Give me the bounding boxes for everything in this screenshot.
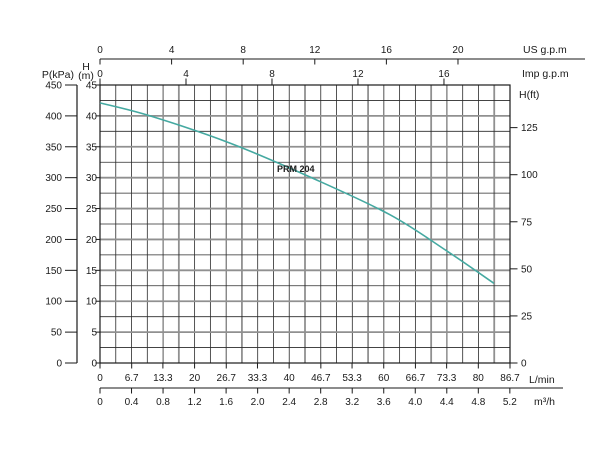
h-ft-axis-label: H(ft) <box>519 89 539 101</box>
m3h-tick-label: 2.4 <box>282 397 296 408</box>
p-kpa-axis-label: P(kPa) <box>42 69 74 81</box>
m3h-axis: m³/h 0 0.4 0.8 1.2 1.6 2.0 2.4 2.8 3.2 3.6 4.0 4.4 4… <box>97 387 563 408</box>
m3h-tick-label: 4.8 <box>471 397 485 408</box>
p-kpa-tick-label: 250 <box>45 204 62 215</box>
l-min-axis: L/min 0 6.7 13.3 20 26.7 33.3 40 46.7 53.3 60 66.7… <box>97 363 555 386</box>
l-min-tick-label: 33.3 <box>248 373 268 384</box>
h-ft-tick-label: 0 <box>521 359 527 370</box>
m3h-tick-label: 2.8 <box>314 397 328 408</box>
l-min-axis-label: L/min <box>529 374 555 386</box>
imp-gpm-tick-label: 12 <box>352 69 364 80</box>
l-min-tick-label: 46.7 <box>311 373 331 384</box>
l-min-tick-label: 53.3 <box>342 373 362 384</box>
p-kpa-axis: P(kPa) 450 400 350 300 250 200 150 100 50 0 <box>42 69 78 370</box>
p-kpa-tick-label: 450 <box>45 81 62 92</box>
h-ft-tick-label: 125 <box>521 123 538 134</box>
h-ft-axis: H(ft) 125 100 75 50 25 0 <box>510 89 539 370</box>
l-min-tick-label: 26.7 <box>217 373 237 384</box>
h-m-tick-label: 0 <box>91 359 97 370</box>
h-m-tick-label: 25 <box>86 204 98 215</box>
p-kpa-tick-label: 100 <box>45 297 62 308</box>
curve-label: PRM 204 <box>277 164 315 174</box>
p-kpa-tick-label: 300 <box>45 173 62 184</box>
h-m-tick-label: 30 <box>86 173 98 184</box>
l-min-tick-label: 13.3 <box>153 373 173 384</box>
l-min-tick-label: 6.7 <box>125 373 139 384</box>
h-m-tick-label: 35 <box>86 142 98 153</box>
h-ft-tick-label: 50 <box>521 264 533 275</box>
us-gpm-tick-label: 8 <box>240 45 246 56</box>
us-gpm-tick-label: 12 <box>309 45 321 56</box>
h-m-tick-label: 15 <box>86 266 98 277</box>
l-min-tick-label: 66.7 <box>406 373 426 384</box>
m3h-tick-label: 4.4 <box>440 397 454 408</box>
h-ft-tick-label: 75 <box>521 217 533 228</box>
m3h-tick-label: 4.0 <box>408 397 422 408</box>
p-kpa-tick-label: 400 <box>45 111 62 122</box>
m3h-tick-label: 0 <box>97 397 103 408</box>
l-min-tick-label: 60 <box>378 373 390 384</box>
h-m-tick-label: 45 <box>86 81 98 92</box>
imp-gpm-tick-label: 0 <box>97 69 103 80</box>
us-gpm-tick-label: 20 <box>452 45 464 56</box>
l-min-tick-label: 80 <box>473 373 485 384</box>
imp-gpm-tick-label: 4 <box>183 69 189 80</box>
m3h-tick-label: 3.6 <box>377 397 391 408</box>
imp-gpm-tick-label: 16 <box>438 69 450 80</box>
h-m-tick-label: 20 <box>86 235 98 246</box>
h-m-tick-label: 5 <box>91 328 97 339</box>
pump-curve <box>99 102 495 284</box>
p-kpa-tick-label: 0 <box>56 359 62 370</box>
us-gpm-tick-label: 0 <box>97 45 103 56</box>
m3h-tick-label: 1.6 <box>219 397 233 408</box>
l-min-tick-label: 0 <box>97 373 103 384</box>
us-gpm-axis-label: US g.p.m <box>523 44 567 56</box>
m3h-tick-label: 3.2 <box>345 397 359 408</box>
m3h-tick-label: 1.2 <box>188 397 202 408</box>
m3h-tick-label: 0.4 <box>125 397 139 408</box>
plot-border <box>99 84 511 364</box>
p-kpa-tick-label: 350 <box>45 142 62 153</box>
l-min-tick-label: 86.7 <box>500 373 520 384</box>
h-m-tick-label: 40 <box>86 111 98 122</box>
imp-gpm-axis: Imp g.p.m 0 4 8 12 16 <box>97 68 569 85</box>
p-kpa-tick-label: 150 <box>45 266 62 277</box>
h-ft-tick-label: 25 <box>521 311 533 322</box>
us-gpm-tick-label: 16 <box>381 45 393 56</box>
p-kpa-tick-label: 50 <box>51 328 63 339</box>
p-kpa-tick-label: 200 <box>45 235 62 246</box>
grid <box>100 85 510 363</box>
us-gpm-tick-label: 4 <box>169 45 175 56</box>
m3h-tick-label: 0.8 <box>156 397 170 408</box>
m3h-tick-label: 5.2 <box>503 397 517 408</box>
m3h-axis-label: m³/h <box>534 396 555 408</box>
h-m-axis: H (m) 45 40 35 30 25 20 15 10 5 0 <box>78 61 100 370</box>
l-min-tick-label: 20 <box>189 373 201 384</box>
imp-gpm-axis-label: Imp g.p.m <box>522 68 569 80</box>
h-ft-tick-label: 100 <box>521 170 538 181</box>
h-m-axis-label-h: H <box>82 61 90 73</box>
imp-gpm-tick-label: 8 <box>269 69 275 80</box>
h-m-axis-label-m: (m) <box>78 70 94 82</box>
h-m-tick-label: 10 <box>86 297 98 308</box>
l-min-tick-label: 40 <box>284 373 296 384</box>
l-min-tick-label: 73.3 <box>437 373 457 384</box>
m3h-tick-label: 2.0 <box>251 397 265 408</box>
us-gpm-axis: US g.p.m 0 4 8 12 16 20 <box>97 44 585 65</box>
